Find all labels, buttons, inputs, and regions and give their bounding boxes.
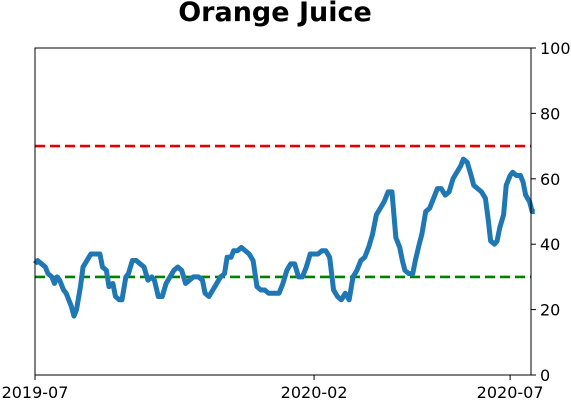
y-tick-label-80: 80	[540, 104, 560, 123]
chart-title: Orange Juice	[178, 0, 372, 28]
series-line-0	[33, 156, 535, 319]
x-tick-label-2020-07: 2020-07	[477, 383, 544, 402]
plot-frame	[34, 47, 532, 376]
y-tick-label-60: 60	[540, 170, 560, 189]
y-tick-label-100: 100	[540, 39, 571, 58]
y-tick-label-0: 0	[540, 366, 550, 385]
x-tick-label-2020-02: 2020-02	[281, 383, 348, 402]
y-tick-label-40: 40	[540, 235, 560, 254]
y-tick-label-20: 20	[540, 301, 560, 320]
x-tick-label-2019-07: 2019-07	[2, 383, 69, 402]
